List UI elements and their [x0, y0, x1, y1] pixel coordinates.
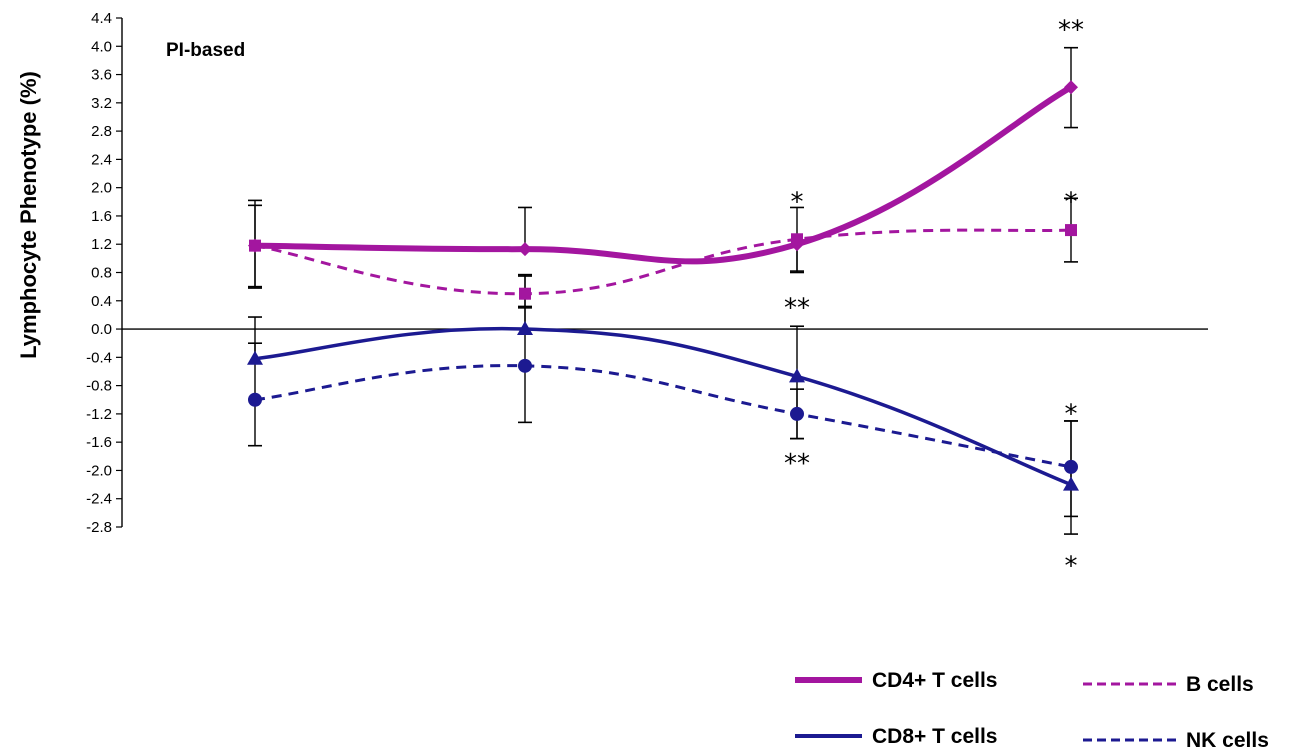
data-point: [1064, 459, 1078, 474]
series-line: [254, 84, 1073, 265]
series-cd4-t-cells: [248, 80, 1078, 265]
y-tick-label: 1.6: [91, 208, 112, 225]
data-point: [519, 287, 531, 300]
y-tick-label: -1.2: [86, 406, 112, 423]
series-nk-cells: [248, 358, 1078, 474]
y-tick-label: 1.2: [91, 236, 112, 253]
error-bars-cd8-t-cells: [248, 275, 1078, 518]
y-tick-label: -2.8: [86, 519, 112, 536]
series-b-cells: [249, 224, 1077, 300]
legend-label: CD4+ T cells: [872, 669, 997, 692]
series-layer: [247, 46, 1079, 535]
y-tick-label: 3.2: [91, 95, 112, 112]
data-point: [791, 233, 803, 246]
y-tick-label: -2.0: [86, 462, 112, 479]
data-point: [249, 239, 261, 252]
data-point: [518, 242, 532, 257]
y-tick-label: -1.6: [86, 434, 112, 451]
text-layer: Lymphocyte Phenotype (%) PI-based *** ***…: [16, 15, 1084, 581]
y-tick-label: 3.6: [91, 67, 112, 84]
data-point: [517, 321, 533, 336]
y-tick-label: 0.0: [91, 321, 112, 338]
y-tick-label: 2.4: [91, 151, 112, 168]
data-point: [247, 350, 263, 365]
data-point: [789, 368, 805, 383]
legend-label: B cells: [1186, 673, 1254, 696]
y-axis-label: Lymphocyte Phenotype (%): [16, 71, 41, 359]
legend-label: CD8+ T cells: [872, 725, 997, 748]
y-tick-label: 4.4: [91, 10, 112, 27]
y-tick-label: -0.8: [86, 378, 112, 395]
significance-marker: *: [1065, 187, 1078, 217]
y-tick-label: -2.4: [86, 491, 112, 508]
panel-label: PI-based: [166, 40, 245, 61]
significance-marker: *: [791, 187, 804, 217]
significance-marker: *: [1065, 399, 1078, 429]
y-tick-label: 2.8: [91, 123, 112, 140]
error-bars-b-cells: [248, 197, 1078, 308]
series-line: [254, 228, 1072, 296]
data-point: [1064, 80, 1078, 95]
data-point: [1063, 476, 1079, 491]
y-tick-label: 0.4: [91, 293, 112, 310]
data-point: [790, 406, 804, 421]
y-tick-label: 4.0: [91, 38, 112, 55]
series-line: [254, 364, 1072, 469]
series-cd8-t-cells: [247, 321, 1079, 491]
data-point: [518, 358, 532, 373]
legend-item-cd4-t-cells: CD4+ T cells: [795, 669, 997, 692]
legend-label: NK cells: [1186, 729, 1269, 752]
axes-layer: 4.4 4.0 3.6 3.2 2.8 2.4 2.0 1.6 1.2 0.8 0.4 0.0 -0.4…: [86, 10, 1208, 536]
data-point: [248, 392, 262, 407]
legend-item-cd8-t-cells: CD8+ T cells: [795, 725, 997, 748]
y-tick-label: -0.4: [86, 349, 112, 366]
legend-item-b-cells: B cells: [1083, 673, 1254, 696]
y-tick-label: 2.0: [91, 180, 112, 197]
significance-marker: *: [1065, 551, 1078, 581]
y-tick-label: 0.8: [91, 265, 112, 282]
significance-marker: **: [784, 449, 810, 479]
series-line: [254, 326, 1072, 487]
data-point: [1065, 224, 1077, 237]
significance-marker: **: [784, 293, 810, 323]
legend-item-nk-cells: NK cells: [1083, 729, 1269, 752]
significance-marker: **: [1058, 15, 1084, 45]
legend: CD4+ T cells B cells CD8+ T cells NK cells: [795, 669, 1269, 752]
